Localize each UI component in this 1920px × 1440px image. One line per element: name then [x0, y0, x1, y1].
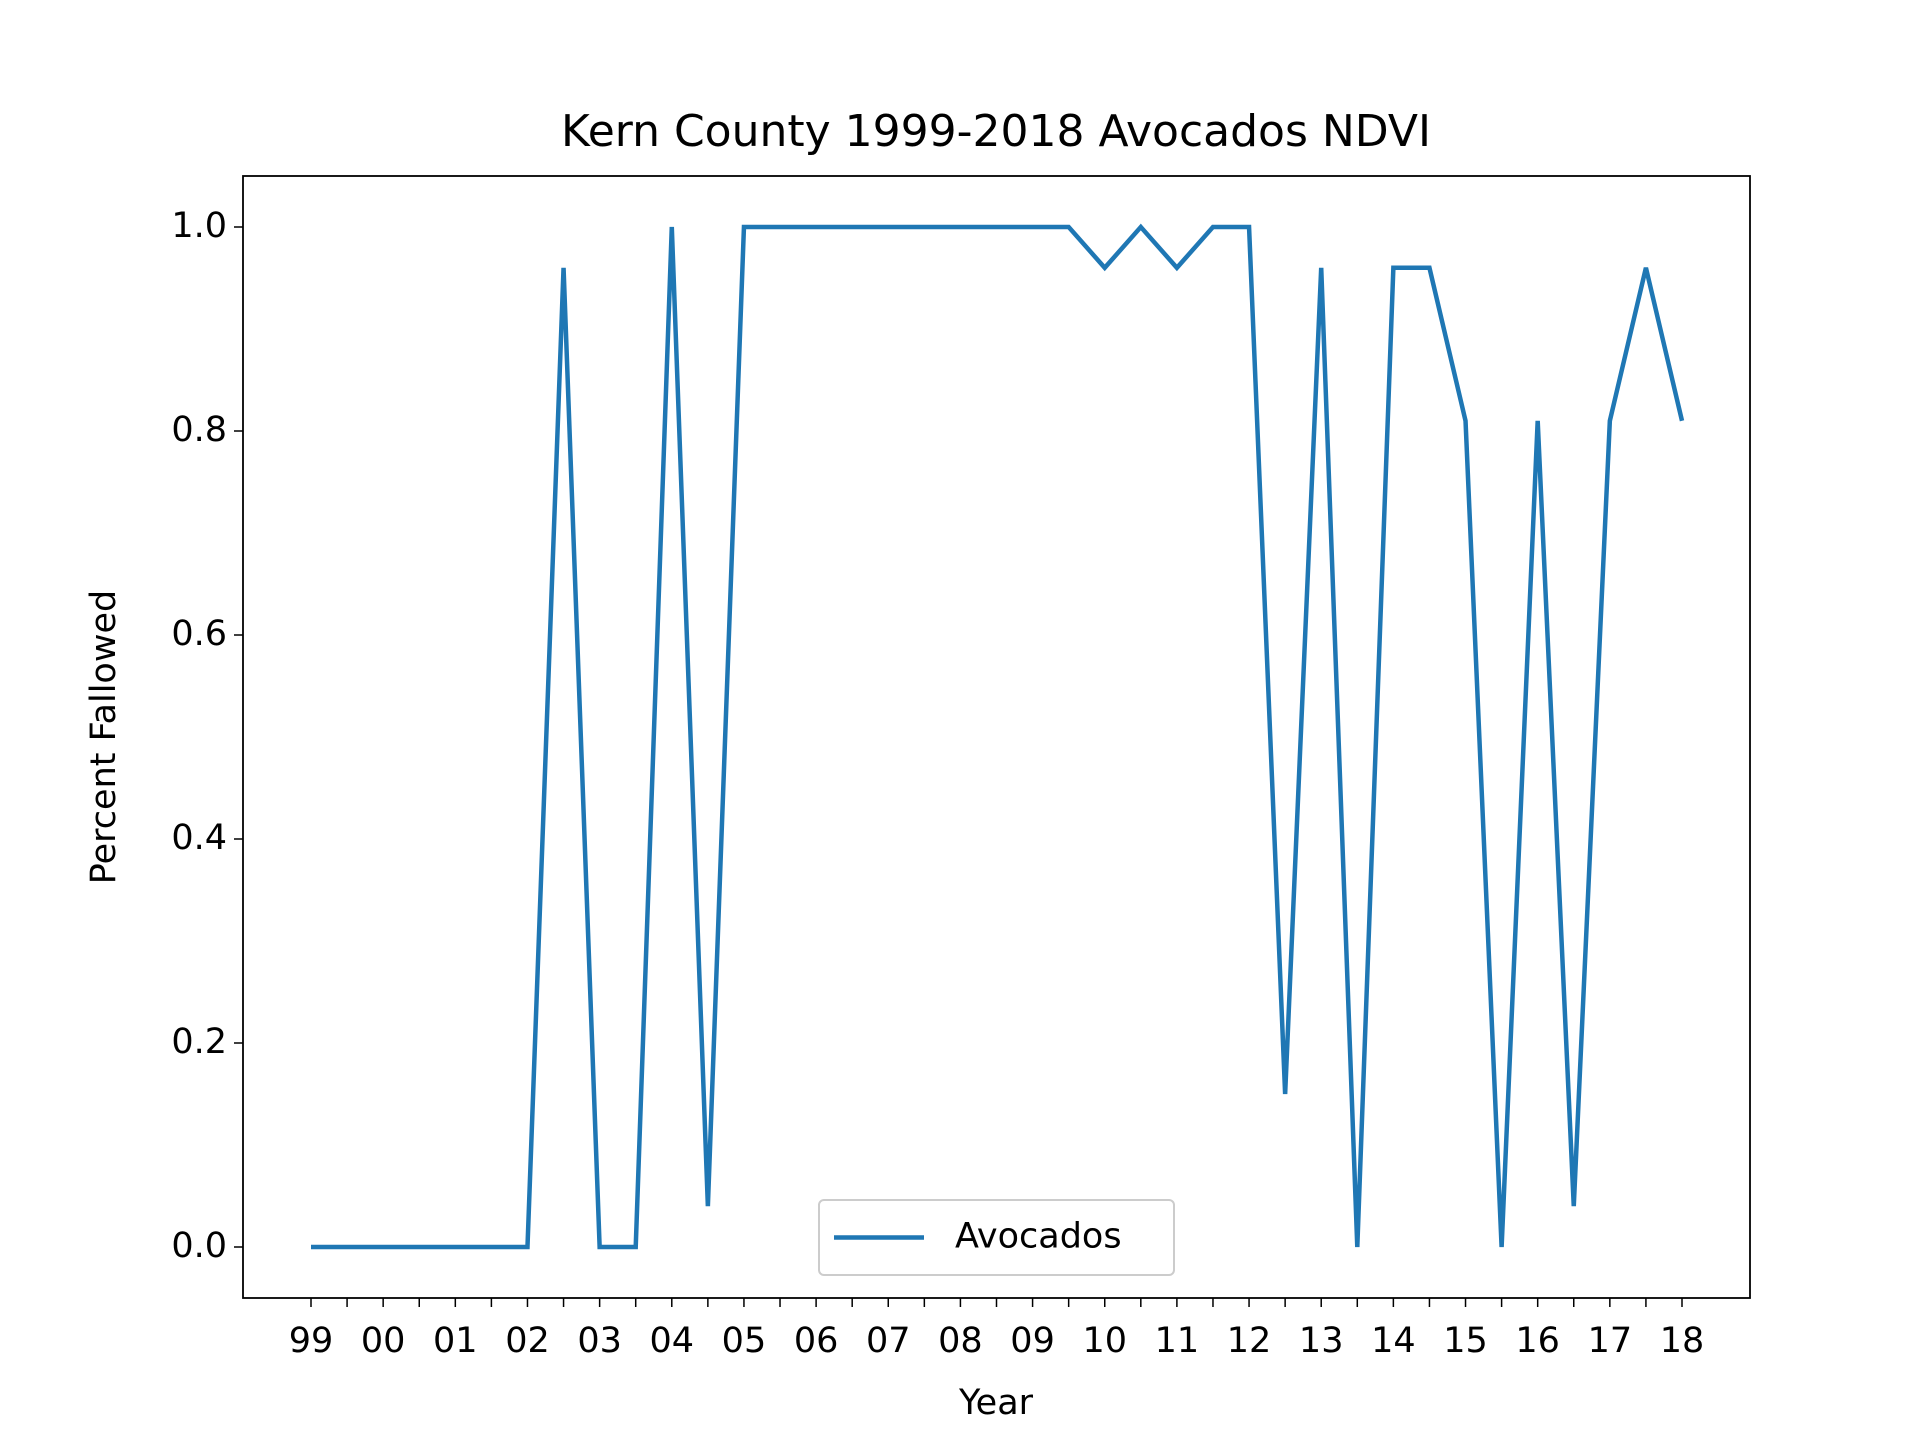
legend-box	[818, 1199, 1175, 1276]
y-axis-label: Percent Fallowed	[84, 590, 124, 884]
y-tick-label: 1.0	[171, 206, 227, 246]
y-tick-label: 0.2	[171, 1022, 227, 1062]
x-tick-label: 07	[866, 1321, 911, 1361]
x-tick-label: 11	[1155, 1321, 1200, 1361]
x-tick-label: 06	[794, 1321, 839, 1361]
x-tick-label: 13	[1299, 1321, 1344, 1361]
x-tick-label: 17	[1588, 1321, 1633, 1361]
x-tick-label: 18	[1660, 1321, 1705, 1361]
x-tick-label: 03	[577, 1321, 622, 1361]
x-tick-label: 00	[361, 1321, 406, 1361]
y-tick-label: 0.4	[171, 818, 227, 858]
y-tick-label: 0.6	[171, 614, 227, 654]
x-tick-label: 02	[505, 1321, 550, 1361]
y-tick-label: 0.0	[171, 1226, 227, 1266]
x-tick-label: 08	[938, 1321, 983, 1361]
chart-title: Kern County 1999-2018 Avocados NDVI	[561, 106, 1431, 157]
y-tick-label: 0.8	[171, 410, 227, 450]
x-tick-label: 04	[650, 1321, 695, 1361]
x-tick-label: 99	[289, 1321, 334, 1361]
axes-frame	[242, 175, 1751, 1299]
x-tick-label: 16	[1515, 1321, 1560, 1361]
x-tick-label: 14	[1371, 1321, 1416, 1361]
x-tick-label: 15	[1443, 1321, 1488, 1361]
x-axis-label: Year	[958, 1383, 1034, 1423]
x-tick-label: 10	[1082, 1321, 1127, 1361]
data-line	[311, 223, 1685, 1250]
legend-label: Avocados	[955, 1217, 1122, 1257]
x-tick-label: 05	[722, 1321, 767, 1361]
x-tick-label: 01	[433, 1321, 478, 1361]
x-tick-label: 12	[1227, 1321, 1272, 1361]
x-tick-label: 09	[1010, 1321, 1055, 1361]
